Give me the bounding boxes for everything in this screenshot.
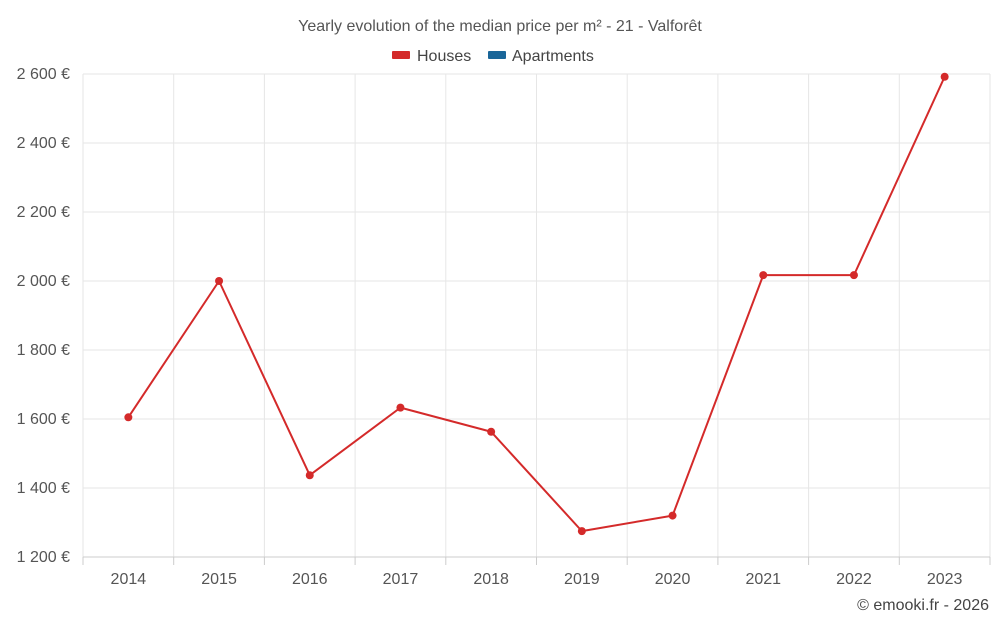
chart-title: Yearly evolution of the median price per…	[298, 18, 702, 35]
x-tick-label: 2015	[201, 571, 237, 588]
y-tick-label: 2 000 €	[17, 273, 70, 290]
data-point-houses[interactable]	[759, 271, 768, 280]
data-point-houses[interactable]	[577, 527, 586, 536]
data-point-houses[interactable]	[487, 427, 496, 436]
legend-label-apartments[interactable]: Apartments	[512, 48, 594, 65]
x-tick-label: 2017	[383, 571, 419, 588]
credit-text: © emooki.fr - 2026	[857, 597, 989, 614]
x-tick-label: 2019	[564, 571, 600, 588]
x-tick-label: 2022	[836, 571, 872, 588]
data-point-houses[interactable]	[849, 271, 858, 280]
data-point-houses[interactable]	[124, 413, 133, 422]
y-axis-tick-labels: 1 200 € 1 400 € 1 600 € 1 800 € 2 000 € 2 200…	[17, 66, 70, 566]
x-tick-label: 2020	[655, 571, 691, 588]
legend-swatch-apartments[interactable]	[488, 51, 506, 59]
gridlines	[82, 73, 991, 557]
legend-label-houses[interactable]: Houses	[417, 48, 471, 65]
data-point-houses[interactable]	[668, 511, 677, 520]
y-tick-label: 2 200 €	[17, 204, 70, 221]
y-tick-label: 2 600 €	[17, 66, 70, 83]
series	[124, 72, 949, 536]
data-point-houses[interactable]	[305, 471, 314, 480]
data-point-houses[interactable]	[940, 72, 949, 81]
x-tick-label: 2018	[473, 571, 509, 588]
y-tick-label: 1 800 €	[17, 342, 70, 359]
y-tick-label: 2 400 €	[17, 135, 70, 152]
data-point-houses[interactable]	[215, 277, 224, 285]
axes	[82, 556, 991, 565]
x-tick-label: 2023	[927, 571, 963, 588]
x-axis-tick-labels: 2014 2015 2016 2017 2018 2019 2020 2021 2022 2023	[111, 571, 963, 588]
x-tick-label: 2016	[292, 571, 328, 588]
data-point-houses[interactable]	[396, 403, 405, 412]
legend-swatch-houses[interactable]	[392, 51, 410, 59]
x-tick-label: 2021	[745, 571, 781, 588]
y-tick-label: 1 400 €	[17, 480, 70, 497]
y-tick-label: 1 200 €	[17, 549, 70, 566]
legend: Houses Apartments	[392, 48, 594, 65]
series-line-houses	[127, 76, 946, 533]
x-tick-label: 2014	[111, 571, 147, 588]
y-tick-label: 1 600 €	[17, 411, 70, 428]
